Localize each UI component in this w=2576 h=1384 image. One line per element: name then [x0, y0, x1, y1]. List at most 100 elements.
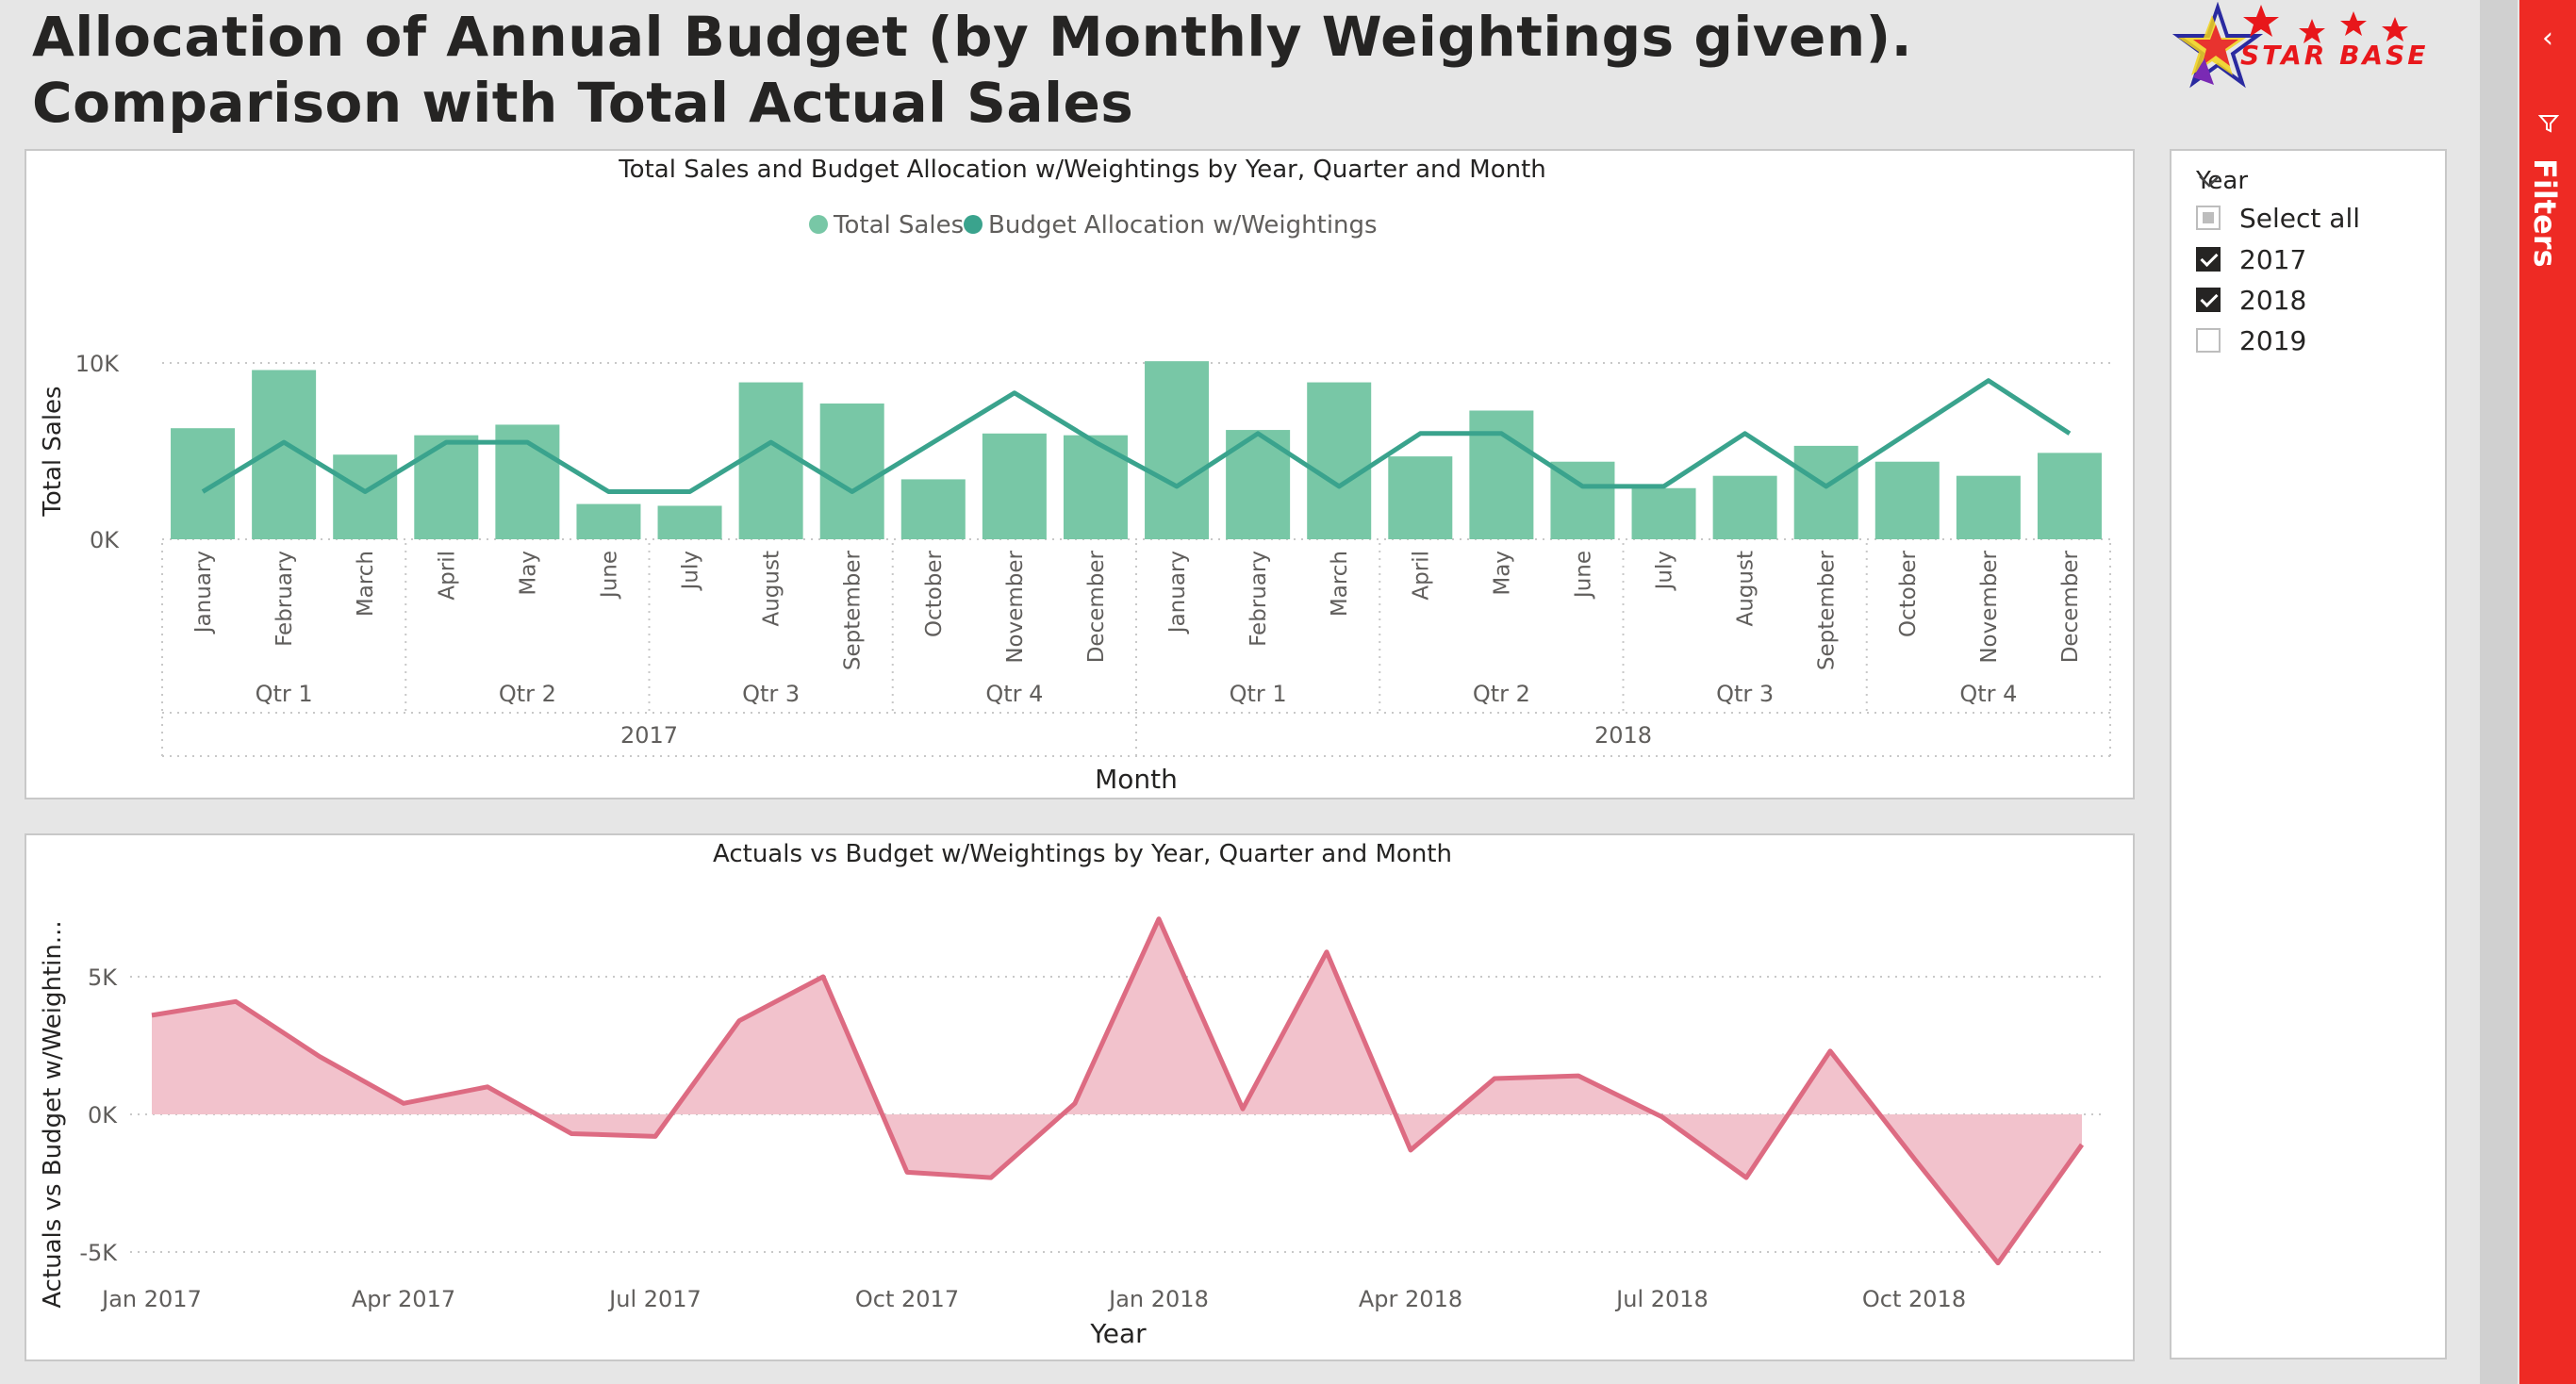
sales-budget-combo-chart: Total Sales and Budget Allocation w/Weig…: [39, 156, 2111, 795]
slicer-item-label: Select all: [2239, 203, 2360, 234]
x-tick-label: Oct 2017: [855, 1286, 959, 1312]
y-tick-label: 0K: [88, 1102, 118, 1129]
x-tick-label-month: March: [354, 551, 378, 617]
slicer-item-label: 2018: [2239, 285, 2307, 316]
x-tick-label: Jul 2018: [1614, 1286, 1709, 1312]
x-tick-label-month: February: [1247, 551, 1271, 647]
y-tick-label: 0K: [90, 527, 120, 553]
bar-total-sales: [900, 479, 966, 539]
bar-total-sales: [1469, 410, 1534, 539]
x-tick-label-quarter: Qtr 3: [1716, 681, 1774, 707]
bar-total-sales: [1712, 475, 1777, 539]
x-tick-label-month: February: [272, 551, 297, 647]
slicer-item-2017[interactable]: 2017: [2196, 241, 2432, 279]
x-tick-label-month: October: [1896, 550, 1921, 637]
year-slicer[interactable]: Year Select all 2017 2018 2019: [2170, 149, 2447, 1359]
x-tick-label: Jan 2018: [1107, 1286, 1209, 1312]
filters-label[interactable]: Filters: [2527, 158, 2563, 268]
bar-total-sales: [333, 454, 398, 539]
bar-total-sales: [171, 428, 236, 539]
x-tick-label: Jul 2017: [607, 1286, 702, 1312]
x-tick-label-month: July: [1653, 551, 1677, 591]
bar-total-sales: [1063, 435, 1128, 539]
x-tick-label-month: September: [1815, 550, 1840, 670]
bar-total-sales: [1874, 461, 1940, 539]
bar-total-sales: [2037, 453, 2102, 539]
x-tick-label-month: June: [1571, 551, 1595, 600]
x-tick-label-month: July: [679, 551, 703, 591]
legend-marker-budget: [964, 215, 983, 234]
slicer-item-select-all[interactable]: Select all: [2196, 200, 2432, 238]
x-tick-label-month: January: [1165, 551, 1190, 634]
checkbox-checked-icon[interactable]: [2196, 288, 2221, 312]
variance-chart-panel[interactable]: Actuals vs Budget w/Weightings by Year, …: [25, 833, 2135, 1361]
x-tick-label-year: 2018: [1594, 722, 1652, 749]
x-tick-label-month: December: [2058, 550, 2083, 663]
bar-total-sales: [982, 433, 1047, 539]
slicer-item-2019[interactable]: 2019: [2196, 322, 2432, 360]
y-axis-title: Actuals vs Budget w/Weightin...: [39, 920, 67, 1308]
x-axis-title: Year: [1089, 1318, 1147, 1349]
x-tick-label-month: August: [760, 551, 784, 627]
slicer-item-2018[interactable]: 2018: [2196, 282, 2432, 320]
x-tick-label-quarter: Qtr 2: [1473, 681, 1530, 707]
x-tick-label-month: September: [841, 550, 866, 670]
bar-total-sales: [1388, 456, 1453, 539]
x-tick-label-month: March: [1328, 551, 1352, 617]
funnel-icon: [2538, 115, 2559, 133]
canvas-gutter: [2480, 0, 2518, 1384]
bar-total-sales: [576, 503, 641, 539]
x-tick-label-month: April: [435, 551, 459, 601]
x-axis-title: Month: [1095, 764, 1178, 795]
x-tick-label-quarter: Qtr 1: [1230, 681, 1287, 707]
bar-total-sales: [819, 404, 884, 539]
area-variance: [152, 918, 2082, 1263]
y-tick-label: 5K: [88, 964, 118, 991]
bar-total-sales: [414, 435, 479, 539]
slicer-header[interactable]: Year: [2196, 160, 2432, 202]
legend-label-total-sales: Total Sales: [833, 211, 964, 239]
chevron-left-icon[interactable]: ‹: [2542, 22, 2553, 55]
bar-total-sales: [1307, 382, 1372, 539]
bar-total-sales: [1793, 445, 1858, 539]
legend-label-budget: Budget Allocation w/Weightings: [988, 211, 1378, 239]
x-tick-label-month: November: [1977, 550, 2002, 663]
sales-budget-chart-panel[interactable]: Total Sales and Budget Allocation w/Weig…: [25, 149, 2135, 799]
x-tick-label-quarter: Qtr 3: [742, 681, 800, 707]
y-axis-title: Total Sales: [39, 386, 67, 517]
star-base-logo: STAR BASE: [2171, 2, 2428, 89]
slicer-item-label: 2019: [2239, 325, 2307, 356]
line-budget-allocation: [201, 378, 2072, 495]
legend-marker-total-sales: [809, 215, 828, 234]
x-tick-label-quarter: Qtr 1: [256, 681, 313, 707]
x-tick-label-month: May: [1490, 551, 1514, 596]
y-tick-label: 10K: [75, 351, 121, 377]
x-tick-label-month: June: [597, 551, 621, 600]
x-tick-label-month: November: [1003, 550, 1028, 663]
actuals-vs-budget-area-chart: Actuals vs Budget w/Weightings by Year, …: [39, 840, 2101, 1349]
x-tick-label-year: 2017: [620, 722, 678, 749]
x-tick-label: Jan 2017: [100, 1286, 202, 1312]
slicer-item-label: 2017: [2239, 244, 2307, 275]
x-tick-label-quarter: Qtr 4: [985, 681, 1043, 707]
x-tick-label-month: December: [1084, 550, 1109, 663]
logo-text: STAR BASE: [2240, 40, 2428, 71]
x-tick-label-quarter: Qtr 4: [1959, 681, 2017, 707]
bar-total-sales: [1145, 361, 1210, 539]
line-variance: [151, 916, 2085, 1266]
x-tick-label-month: January: [191, 551, 216, 634]
report-title-line1: Allocation of Annual Budget (by Monthly …: [32, 5, 1913, 69]
checkbox-empty-icon[interactable]: [2196, 328, 2221, 353]
x-tick-label: Oct 2018: [1862, 1286, 1966, 1312]
checkbox-partial-icon[interactable]: [2196, 206, 2221, 230]
chevron-down-icon[interactable]: [2196, 168, 2222, 194]
bar-total-sales: [1956, 475, 2021, 539]
x-tick-label-month: May: [516, 551, 540, 596]
checkbox-checked-icon[interactable]: [2196, 247, 2221, 272]
chart-title: Total Sales and Budget Allocation w/Weig…: [618, 156, 1546, 184]
filters-pane[interactable]: ‹ Filters: [2519, 0, 2576, 1384]
x-tick-label-month: October: [922, 550, 947, 637]
x-tick-label-quarter: Qtr 2: [499, 681, 556, 707]
report-title-line2: Comparison with Total Actual Sales: [32, 71, 1134, 135]
x-tick-label: Apr 2017: [352, 1286, 455, 1312]
